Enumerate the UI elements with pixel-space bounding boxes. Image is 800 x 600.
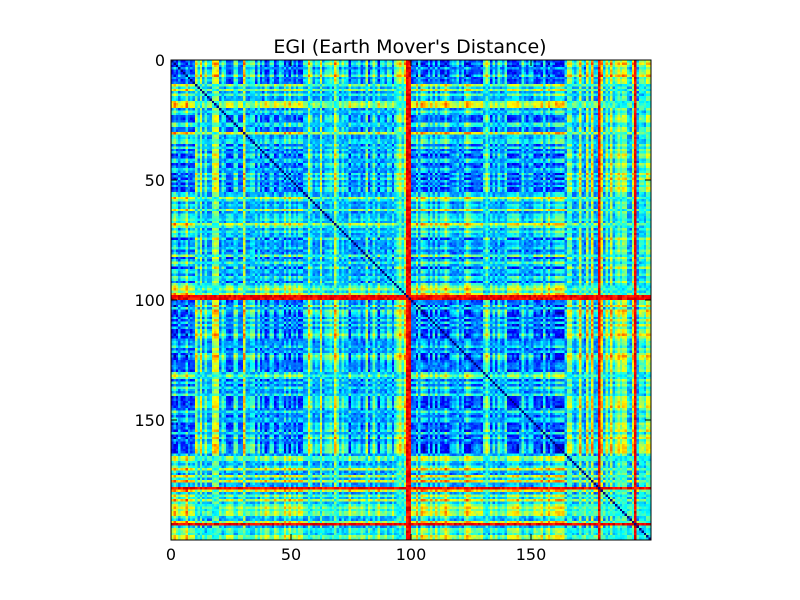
y-tick-label: 100	[134, 291, 165, 310]
x-tick-label: 50	[281, 545, 301, 564]
y-tick-label: 150	[134, 411, 165, 430]
heatmap-matrix	[171, 60, 651, 540]
x-tick-label: 150	[516, 545, 547, 564]
chart-title: EGI (Earth Mover's Distance)	[273, 36, 546, 58]
x-tick-label: 100	[396, 545, 427, 564]
x-tick-label: 0	[166, 545, 176, 564]
y-tick-label: 50	[145, 171, 165, 190]
plot-area	[170, 59, 652, 541]
x-axis: 0 50 100 150	[166, 60, 546, 564]
y-tick-label: 0	[155, 51, 165, 70]
y-axis: 0 50 100 150	[134, 51, 651, 430]
